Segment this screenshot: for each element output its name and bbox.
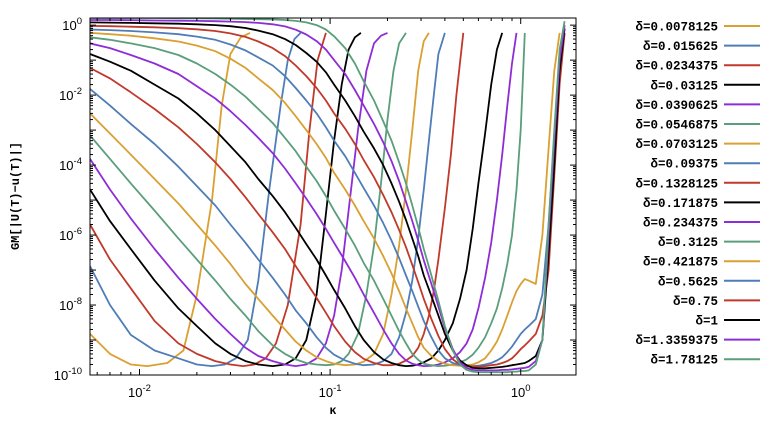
x-axis: 10-2 10-1 100 bbox=[96, 18, 531, 400]
series-layer bbox=[90, 18, 566, 374]
y-axis-label: GM[|U(T)−u(T)|] bbox=[9, 142, 23, 250]
series-line-13 bbox=[90, 32, 561, 367]
series-line-3 bbox=[90, 32, 327, 367]
legend-label: δ=0.03125 bbox=[650, 79, 718, 93]
legend: δ=0.0078125 δ=0.015625 δ=0.0234375 δ=0.0312… bbox=[635, 21, 760, 368]
x-tick-label: 10-1 bbox=[319, 383, 342, 400]
y-tick-label: 10-4 bbox=[59, 156, 82, 173]
legend-label: δ=0.0234375 bbox=[635, 60, 718, 74]
x-tick-label: 100 bbox=[511, 383, 531, 400]
plot-frame bbox=[89, 17, 577, 376]
y-tick-label: 10-6 bbox=[59, 226, 82, 243]
y-tick-label: 100 bbox=[62, 16, 82, 33]
series-line-4 bbox=[90, 32, 362, 367]
series-line-15 bbox=[90, 25, 566, 368]
series-line-10 bbox=[90, 32, 504, 367]
series-line-12 bbox=[90, 32, 526, 367]
y-axis: 100 10-2 10-4 10-6 10-8 10-10 bbox=[54, 16, 576, 383]
series-line-14 bbox=[90, 28, 566, 367]
legend-label: δ=0.0078125 bbox=[635, 21, 718, 35]
legend-label: δ=0.0703125 bbox=[635, 138, 718, 152]
y-tick-label: 10-2 bbox=[59, 86, 82, 103]
series-line-16 bbox=[90, 21, 566, 370]
legend-label: δ=0.5625 bbox=[658, 275, 718, 289]
series-line-17 bbox=[90, 19, 566, 372]
legend-label: δ=0.3125 bbox=[658, 236, 718, 250]
y-tick-label: 10-10 bbox=[54, 366, 82, 383]
series-line-1 bbox=[90, 32, 251, 367]
series-line-9 bbox=[90, 32, 465, 367]
legend-label: δ=0.75 bbox=[673, 295, 718, 309]
series-line-6 bbox=[90, 32, 407, 367]
legend-label: δ=1 bbox=[695, 315, 718, 329]
series-line-5 bbox=[90, 32, 388, 367]
series-line-11 bbox=[90, 32, 518, 367]
series-line-7 bbox=[90, 32, 430, 367]
legend-label: δ=1.78125 bbox=[650, 354, 718, 368]
legend-label: δ=1.3359375 bbox=[635, 334, 718, 348]
legend-label: δ=0.015625 bbox=[643, 40, 718, 54]
legend-label: δ=0.0390625 bbox=[635, 99, 718, 113]
series-line-2 bbox=[90, 32, 302, 367]
legend-label: δ=0.09375 bbox=[650, 158, 718, 172]
legend-label: δ=0.171875 bbox=[643, 197, 718, 211]
series-line-8 bbox=[90, 32, 446, 367]
x-tick-label: 10-2 bbox=[128, 383, 151, 400]
legend-label: δ=0.234375 bbox=[643, 217, 718, 231]
x-axis-label: κ bbox=[329, 404, 336, 418]
series-line-18 bbox=[90, 18, 566, 374]
legend-label: δ=0.0546875 bbox=[635, 119, 718, 133]
y-tick-label: 10-8 bbox=[59, 296, 82, 313]
legend-label: δ=0.421875 bbox=[643, 256, 718, 270]
legend-label: δ=0.1328125 bbox=[635, 177, 718, 191]
